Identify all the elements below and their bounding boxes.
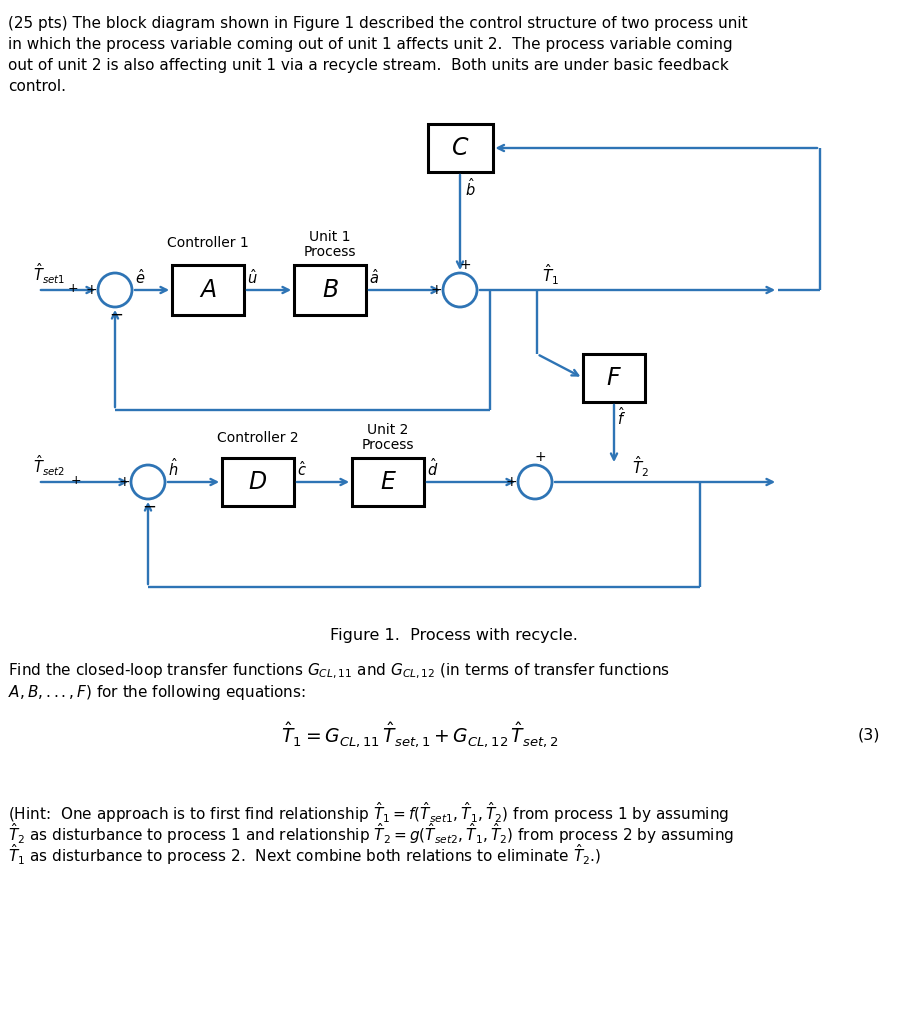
Text: out of unit 2 is also affecting unit 1 via a recycle stream.  Both units are und: out of unit 2 is also affecting unit 1 v… (8, 58, 729, 73)
Text: +: + (505, 475, 517, 489)
Text: Controller 2: Controller 2 (217, 431, 299, 445)
Bar (352, 458, 424, 506)
Text: $A, B,..., F$) for the following equations:: $A, B,..., F$) for the following equatio… (8, 683, 306, 702)
Text: +: + (85, 283, 97, 297)
Circle shape (98, 273, 132, 307)
Text: $A$: $A$ (199, 278, 217, 302)
Text: in which the process variable coming out of unit 1 affects unit 2.  The process : in which the process variable coming out… (8, 37, 733, 52)
Bar (428, 124, 492, 172)
Text: Figure 1.  Process with recycle.: Figure 1. Process with recycle. (331, 628, 577, 643)
Bar (294, 265, 366, 315)
Text: +: + (68, 281, 79, 295)
Text: Unit 1: Unit 1 (310, 230, 350, 244)
Text: Controller 1: Controller 1 (167, 236, 249, 250)
Text: $\hat{a}$: $\hat{a}$ (369, 268, 379, 287)
Text: Process: Process (304, 244, 356, 259)
Text: $D$: $D$ (249, 470, 268, 494)
Bar (222, 458, 294, 506)
Text: −: − (109, 306, 123, 324)
Text: $\hat{h}$: $\hat{h}$ (168, 457, 178, 479)
Text: (25 pts) The block diagram shown in Figure 1 described the control structure of : (25 pts) The block diagram shown in Figu… (8, 16, 747, 31)
Text: −: − (142, 498, 156, 516)
Circle shape (131, 465, 165, 499)
Text: +: + (430, 283, 442, 297)
Text: $\hat{d}$: $\hat{d}$ (427, 457, 439, 479)
Text: $\hat{u}$: $\hat{u}$ (247, 268, 258, 287)
Circle shape (443, 273, 477, 307)
Text: (Hint:  One approach is to first find relationship $\hat{T}_1 = f(\hat{T}_{set1}: (Hint: One approach is to first find rel… (8, 800, 729, 825)
Text: $\hat{T}_{set2}$: $\hat{T}_{set2}$ (33, 453, 65, 478)
Text: +: + (459, 258, 471, 272)
Text: Unit 2: Unit 2 (368, 422, 409, 437)
Text: $\hat{e}$: $\hat{e}$ (135, 268, 145, 287)
Text: +: + (71, 474, 82, 487)
Bar (583, 354, 645, 402)
Text: (3): (3) (857, 727, 880, 743)
Text: $\hat{T}_1$: $\hat{T}_1$ (542, 262, 559, 287)
Text: +: + (534, 450, 546, 464)
Text: $\hat{f}$: $\hat{f}$ (617, 406, 626, 428)
Text: +: + (118, 475, 130, 489)
Text: $F$: $F$ (606, 366, 622, 390)
Text: $\hat{b}$: $\hat{b}$ (465, 177, 476, 198)
Text: $C$: $C$ (450, 136, 469, 160)
Text: Process: Process (361, 438, 414, 452)
Bar (172, 265, 244, 315)
Circle shape (518, 465, 552, 499)
Text: control.: control. (8, 79, 66, 94)
Text: $\hat{T}_1 = G_{CL,11}\, \hat{T}_{set,1} + G_{CL,12}\, \hat{T}_{set,2}$: $\hat{T}_1 = G_{CL,11}\, \hat{T}_{set,1}… (281, 720, 558, 750)
Text: $B$: $B$ (321, 278, 339, 302)
Text: $\hat{c}$: $\hat{c}$ (297, 460, 307, 479)
Text: $\hat{T}_{set1}$: $\hat{T}_{set1}$ (33, 262, 65, 286)
Text: Find the closed-loop transfer functions $G_{CL,11}$ and $G_{CL,12}$ (in terms of: Find the closed-loop transfer functions … (8, 662, 670, 681)
Text: $\hat{T}_2$ as disturbance to process 1 and relationship $\hat{T}_2 = g(\hat{T}_: $\hat{T}_2$ as disturbance to process 1 … (8, 821, 735, 846)
Text: $\hat{T}_1$ as disturbance to process 2.  Next combine both relations to elimina: $\hat{T}_1$ as disturbance to process 2.… (8, 842, 601, 866)
Text: $\hat{T}_2$: $\hat{T}_2$ (632, 454, 649, 479)
Text: $E$: $E$ (380, 470, 397, 494)
